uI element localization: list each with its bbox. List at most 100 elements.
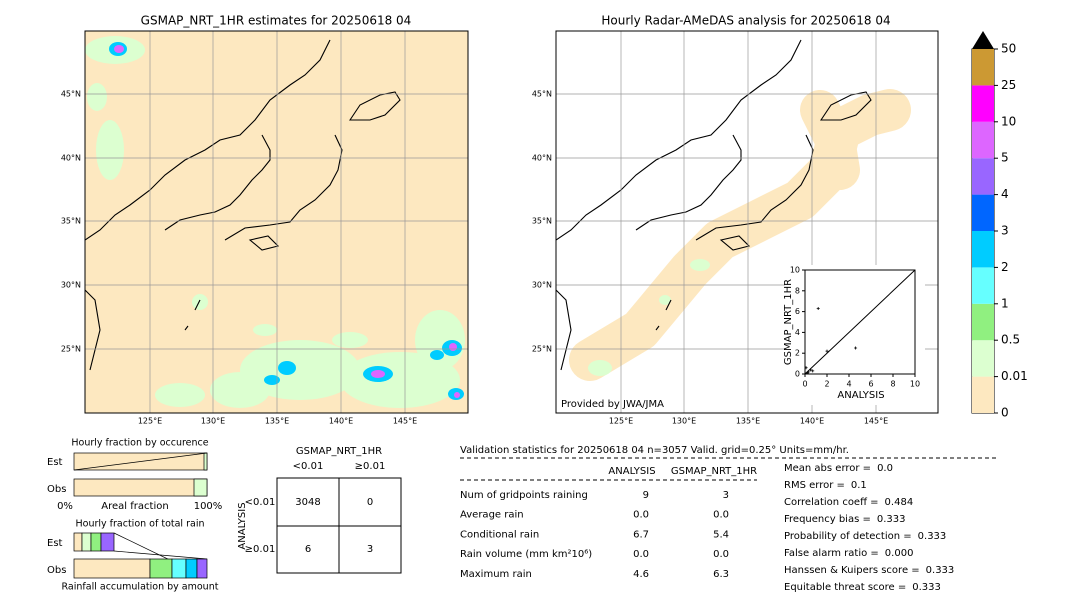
score-value: 0.333 <box>926 565 955 576</box>
score-value: 0.0 <box>877 463 893 474</box>
colorbar-label: 1 <box>1001 296 1009 310</box>
left-map-title: GSMAP_NRT_1HR estimates for 20250618 04 <box>141 14 412 28</box>
colorbar-label: 5 <box>1001 151 1009 165</box>
lat-label: 30°N <box>61 281 81 290</box>
table-grid <box>276 477 402 574</box>
validation-header: Validation statistics for 20250618 04 n=… <box>460 445 849 456</box>
table-col: <0.01 <box>293 461 324 472</box>
table-cell: 0 <box>367 497 373 508</box>
score-label: Equitable threat score = <box>784 582 906 593</box>
point <box>805 371 809 375</box>
colorbar-label: 0.01 <box>1001 369 1028 383</box>
lat-label: 25°N <box>532 345 552 354</box>
score-value: 0.1 <box>851 480 867 491</box>
scores: Mean abs error = 0.0 RMS error = 0.1 Correla… <box>784 463 954 593</box>
score-value: 0.333 <box>918 531 947 542</box>
right-map-frame <box>555 30 939 414</box>
lat-label: 40°N <box>61 154 81 163</box>
x-tick-label: 8 <box>890 380 895 389</box>
lon-label: 145°E <box>864 417 888 426</box>
score: Equitable threat score = 0.333 <box>784 582 941 593</box>
scatter-xlabel: ANALYSIS <box>837 390 884 401</box>
value: 0.0 <box>713 549 729 560</box>
colorbar-extend <box>972 31 994 49</box>
score-label: RMS error = <box>784 480 845 491</box>
table-col: ≥0.01 <box>355 461 386 472</box>
score-label: Hanssen & Kuipers score = <box>784 565 920 576</box>
value: 6.3 <box>713 569 729 580</box>
y-tick-label: 2 <box>795 349 800 358</box>
credit: Provided by JWA/JMA <box>561 399 664 410</box>
value: 0.0 <box>713 510 729 521</box>
colorbar-label: 25 <box>1001 78 1016 92</box>
colorbar-segment <box>972 194 994 231</box>
lon-label: 145°E <box>393 417 417 426</box>
colorbar-segment <box>972 303 994 341</box>
colorbar-label: 3 <box>1001 224 1009 238</box>
x-tick-label: 0 <box>802 380 807 389</box>
colorbar-segment <box>972 340 994 377</box>
colorbar-label: 0 <box>1001 406 1009 420</box>
x-tick-label: 10 <box>910 380 920 389</box>
point <box>809 368 812 372</box>
lon-label: 140°E <box>329 417 353 426</box>
colorbar-segment <box>972 376 994 413</box>
table-row-title: ANALYSIS <box>237 502 248 549</box>
lon-label: 130°E <box>672 417 696 426</box>
score-value: 0.484 <box>885 497 914 508</box>
lon-label: 140°E <box>800 417 824 426</box>
colorbar-label: 0.5 <box>1001 333 1020 347</box>
lon-label: 125°E <box>138 417 162 426</box>
colorbar-segment <box>972 85 994 122</box>
row-label: Obs <box>47 484 66 495</box>
axis-label: 0% <box>57 501 73 512</box>
y-tick-label: 10 <box>790 266 800 275</box>
occurrence-bars <box>73 452 208 497</box>
lon-label: 135°E <box>265 417 289 426</box>
score-label: Frequency bias = <box>784 514 871 525</box>
left-grid <box>85 31 468 413</box>
score: Frequency bias = 0.333 <box>784 514 906 525</box>
point <box>825 349 829 353</box>
row-label: Num of gridpoints raining <box>460 490 588 501</box>
occurrence-title: Hourly fraction by occurence <box>71 438 208 449</box>
value: 0.0 <box>633 510 649 521</box>
colorbar-label: 10 <box>1001 114 1016 128</box>
value: 3 <box>723 490 729 501</box>
validation-col: ANALYSIS <box>608 466 655 477</box>
score-label: False alarm ratio = <box>784 548 879 559</box>
lon-label: 135°E <box>736 417 760 426</box>
row-label: Maximum rain <box>460 569 532 580</box>
row-label: Est <box>47 457 63 468</box>
x-tick-label: 2 <box>824 380 829 389</box>
score-value: 0.000 <box>885 548 914 559</box>
y-tick-label: 6 <box>795 307 800 316</box>
left-map-frame <box>84 30 469 414</box>
y-tick-label: 4 <box>795 328 800 337</box>
table-col-title: GSMAP_NRT_1HR <box>296 446 382 457</box>
value: 9 <box>643 490 649 501</box>
score-value: 0.333 <box>877 514 906 525</box>
value: 5.4 <box>713 529 729 540</box>
row-label: Est <box>47 538 63 549</box>
row-label: Conditional rain <box>460 529 539 540</box>
total-title: Hourly fraction of total rain <box>76 519 205 530</box>
table-row: ≥0.01 <box>245 544 276 555</box>
value: 6.7 <box>633 529 649 540</box>
row-label: Average rain <box>460 510 524 521</box>
lat-label: 30°N <box>532 281 552 290</box>
table-cell: 6 <box>305 544 311 555</box>
score: Correlation coeff = 0.484 <box>784 497 913 508</box>
axis-label: 100% <box>194 501 223 512</box>
score: RMS error = 0.1 <box>784 480 867 491</box>
score-label: Correlation coeff = <box>784 497 879 508</box>
score: Probability of detection = 0.333 <box>784 531 946 542</box>
colorbar-label: 50 <box>1001 42 1016 56</box>
validation-rows: Num of gridpoints raining 9 3 Average rain 0… <box>460 490 729 580</box>
colorbar-segment <box>972 121 994 159</box>
point <box>804 366 808 370</box>
lat-label: 35°N <box>532 217 552 226</box>
colorbar-segment <box>972 267 994 304</box>
row-label: Rain volume (mm km²10⁶) <box>460 549 592 560</box>
